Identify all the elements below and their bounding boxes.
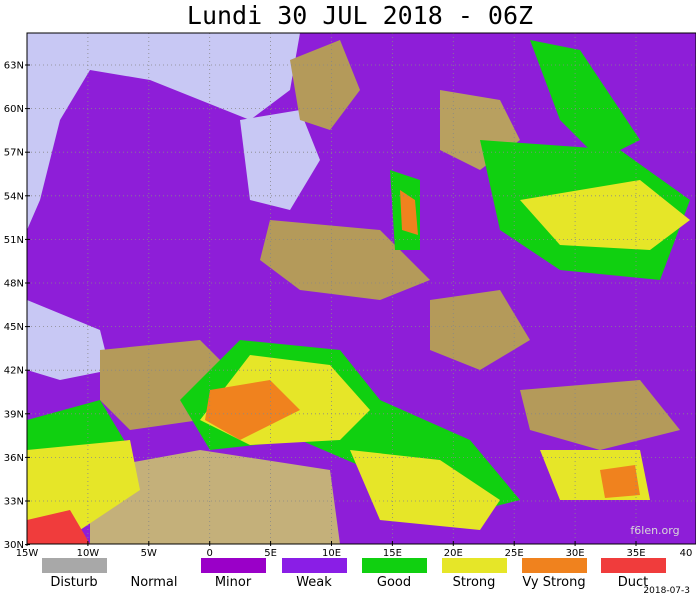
latitude-label: 57N	[4, 148, 24, 159]
longitude-label: 40	[680, 548, 693, 559]
date-stamp: 2018-07-3	[643, 586, 690, 596]
latitude-label: 54N	[4, 191, 24, 202]
latitude-label: 36N	[4, 453, 24, 464]
latitude-label: 30N	[4, 540, 24, 551]
longitude-label: 25E	[505, 548, 524, 559]
legend-label: Normal	[130, 575, 177, 590]
legend-label: Weak	[296, 575, 332, 590]
title: Lundi 30 JUL 2018 - 06Z	[187, 1, 533, 30]
latitude-label: 45N	[4, 322, 24, 333]
legend-label: Disturb	[50, 575, 97, 590]
longitude-label: 20E	[444, 548, 463, 559]
legend-swatch	[42, 558, 107, 573]
latitude-label: 60N	[4, 104, 24, 115]
legend-label: Strong	[453, 575, 496, 590]
latitude-label: 39N	[4, 409, 24, 420]
longitude-label: 10E	[322, 548, 341, 559]
legend-label: Duct	[618, 575, 649, 590]
longitude-label: 15E	[383, 548, 402, 559]
legend-label: Vy Strong	[522, 575, 585, 590]
legend-swatch	[201, 558, 266, 573]
longitude-label: 30E	[566, 548, 585, 559]
legend-swatch	[522, 558, 587, 573]
latitude-label: 42N	[4, 366, 24, 377]
legend-swatch	[282, 558, 347, 573]
legend-swatch	[442, 558, 507, 573]
longitude-label: 35E	[626, 548, 645, 559]
latitude-label: 33N	[4, 497, 24, 508]
longitude-label: 5W	[141, 548, 157, 559]
latitude-label: 48N	[4, 279, 24, 290]
legend-label: Minor	[215, 575, 252, 590]
longitude-label: 0	[207, 548, 213, 559]
map-frame	[26, 32, 696, 545]
longitude-label: 15W	[16, 548, 39, 559]
legend-swatch	[601, 558, 666, 573]
longitude-label: 5E	[264, 548, 277, 559]
watermark: f6len.org	[630, 524, 679, 537]
map-area	[27, 33, 696, 544]
latitude-label: 63N	[4, 61, 24, 72]
legend-label: Good	[377, 575, 411, 590]
legend-swatch	[122, 558, 187, 573]
legend-swatch	[362, 558, 427, 573]
longitude-label: 10W	[77, 548, 100, 559]
latitude-label: 51N	[4, 235, 24, 246]
